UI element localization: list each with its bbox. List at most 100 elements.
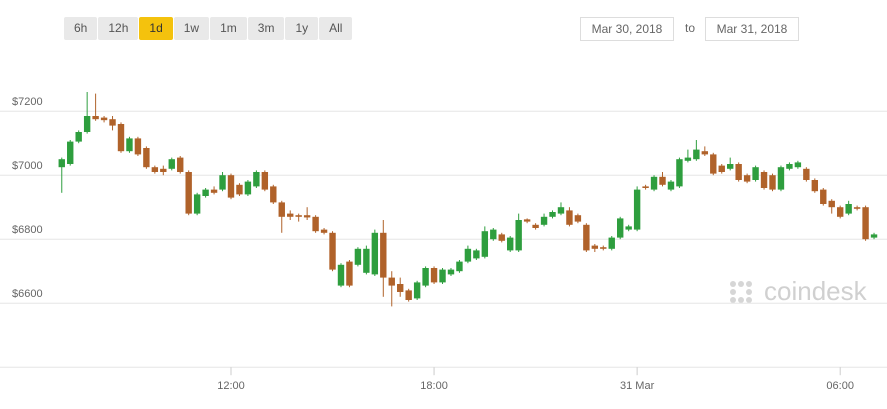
candle bbox=[210, 186, 218, 195]
candle bbox=[760, 170, 768, 190]
candle bbox=[278, 200, 285, 233]
candle-body bbox=[760, 172, 768, 188]
candle-body bbox=[422, 268, 429, 286]
candle-body bbox=[83, 116, 91, 132]
candle bbox=[320, 228, 328, 235]
range-button[interactable]: 3m bbox=[247, 17, 285, 40]
range-button[interactable]: All bbox=[319, 17, 353, 40]
candle-body bbox=[168, 159, 175, 169]
candle-body bbox=[210, 189, 218, 193]
candle bbox=[794, 160, 802, 169]
candle-body bbox=[380, 232, 387, 278]
candle bbox=[151, 165, 159, 174]
candle bbox=[312, 215, 319, 233]
candle-body bbox=[371, 232, 379, 275]
candle-body bbox=[794, 162, 802, 168]
candle-body bbox=[287, 213, 294, 217]
candle bbox=[253, 170, 260, 188]
candle-body bbox=[490, 229, 497, 240]
candle bbox=[786, 162, 793, 171]
candle-body bbox=[591, 245, 599, 249]
candle-body bbox=[845, 204, 852, 214]
candle-body bbox=[676, 159, 683, 187]
x-tick-label: 31 Mar bbox=[620, 380, 655, 392]
candle-body bbox=[439, 269, 446, 283]
candle-body bbox=[786, 164, 793, 169]
candle bbox=[820, 188, 827, 206]
candle bbox=[219, 172, 226, 192]
y-tick-label: $6800 bbox=[12, 224, 43, 236]
candle-body bbox=[244, 181, 252, 195]
x-tick-label: 18:00 bbox=[420, 380, 448, 392]
candle-body bbox=[633, 189, 641, 230]
candle-body bbox=[693, 149, 700, 160]
candle bbox=[676, 157, 683, 188]
candle-body bbox=[337, 264, 345, 286]
candle bbox=[523, 218, 531, 224]
candle-body bbox=[659, 176, 666, 185]
date-to[interactable]: Mar 31, 2018 bbox=[705, 17, 799, 41]
range-button[interactable]: 6h bbox=[64, 17, 98, 40]
candle-body bbox=[329, 232, 336, 270]
candle-body bbox=[811, 180, 819, 192]
candle bbox=[845, 200, 852, 216]
candle bbox=[100, 116, 108, 123]
range-button[interactable]: 1w bbox=[173, 17, 210, 40]
candle bbox=[363, 245, 370, 275]
candle bbox=[853, 205, 861, 211]
candle bbox=[811, 178, 819, 193]
candle-body bbox=[151, 167, 159, 172]
candle bbox=[752, 165, 759, 182]
candle-body bbox=[236, 184, 243, 195]
candle-body bbox=[363, 248, 370, 273]
watermark-logo bbox=[730, 281, 752, 303]
candle bbox=[397, 277, 404, 297]
candle bbox=[735, 162, 742, 182]
range-button[interactable]: 12h bbox=[98, 17, 139, 40]
candle bbox=[701, 146, 709, 156]
candle-body bbox=[566, 210, 573, 225]
candle-body bbox=[557, 207, 565, 214]
range-button[interactable]: 1y bbox=[285, 17, 319, 40]
y-tick-label: $7000 bbox=[12, 160, 43, 172]
candle bbox=[67, 140, 74, 166]
candle bbox=[236, 183, 243, 196]
candle-body bbox=[160, 168, 167, 172]
candle bbox=[185, 170, 192, 216]
candle-body bbox=[464, 248, 472, 262]
candle-body bbox=[253, 172, 260, 187]
candle bbox=[168, 157, 175, 171]
candle-body bbox=[354, 248, 362, 265]
candle bbox=[828, 199, 835, 214]
candle-body bbox=[100, 117, 108, 121]
candle bbox=[507, 236, 514, 252]
candle bbox=[354, 247, 362, 267]
candle-body bbox=[828, 200, 835, 208]
candle bbox=[710, 152, 717, 176]
candle bbox=[202, 188, 209, 198]
date-from[interactable]: Mar 30, 2018 bbox=[580, 17, 674, 41]
candle bbox=[667, 180, 675, 192]
candle-body bbox=[134, 138, 142, 155]
candle bbox=[836, 205, 844, 219]
candle bbox=[337, 263, 345, 288]
candle bbox=[617, 216, 624, 240]
range-button[interactable]: 1d bbox=[139, 17, 173, 40]
candle bbox=[380, 220, 387, 297]
candle bbox=[464, 245, 472, 264]
candle bbox=[430, 266, 438, 284]
candle-body bbox=[710, 154, 717, 174]
grid bbox=[0, 110, 887, 304]
candle bbox=[270, 184, 277, 204]
range-button[interactable]: 1m bbox=[210, 17, 247, 40]
candle bbox=[650, 175, 658, 192]
candle-body bbox=[777, 167, 785, 190]
candle bbox=[608, 236, 615, 251]
candle-body bbox=[870, 234, 878, 238]
candle-body bbox=[853, 207, 861, 209]
candle bbox=[769, 173, 776, 192]
candle bbox=[498, 232, 505, 243]
candle bbox=[566, 207, 573, 227]
candle bbox=[574, 213, 582, 224]
